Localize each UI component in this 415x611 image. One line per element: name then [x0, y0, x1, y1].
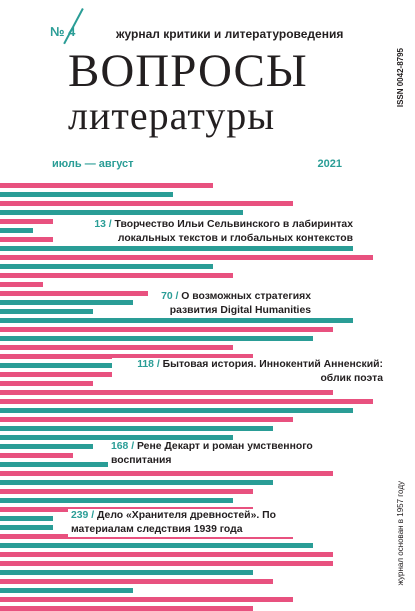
decorative-stripe — [0, 561, 333, 566]
decorative-stripe — [0, 588, 133, 593]
decorative-stripe — [0, 408, 353, 413]
article-page-number: 70 / — [161, 291, 179, 302]
decorative-stripe — [0, 381, 93, 386]
article-title: Творчество Ильи Сельвинского в лабиринта… — [114, 219, 353, 244]
decorative-stripe — [0, 426, 273, 431]
journal-title-line2: литературы — [68, 93, 276, 138]
article-entry-2: 70 / О возможных стратегиях развития Dig… — [148, 290, 314, 318]
decorative-stripe — [0, 552, 333, 557]
decorative-stripe — [0, 237, 53, 242]
decorative-stripe — [0, 471, 333, 476]
decorative-stripe — [0, 183, 213, 188]
decorative-stripe — [0, 336, 313, 341]
decorative-stripe — [0, 318, 353, 323]
article-page-number: 118 / — [137, 359, 160, 370]
decorative-stripe — [0, 570, 253, 575]
decorative-stripe — [0, 489, 253, 494]
article-entry-4: 168 / Рене Декарт и роман умственного во… — [108, 440, 364, 468]
journal-title-line1: ВОПРОСЫ — [68, 45, 308, 97]
decorative-stripe — [0, 273, 233, 278]
article-entry-1: 13 / Творчество Ильи Сельвинского в лаби… — [70, 218, 356, 246]
decorative-stripe — [0, 435, 233, 440]
decorative-stripe — [0, 300, 133, 305]
decorative-stripe — [0, 363, 113, 368]
decorative-stripe — [0, 282, 43, 287]
decorative-stripe — [0, 309, 93, 314]
article-entry-3: 118 / Бытовая история. Иннокентий Анненс… — [112, 358, 386, 386]
article-page-number: 13 / — [94, 219, 112, 230]
decorative-stripe — [0, 516, 53, 521]
decorative-stripe — [0, 480, 273, 485]
decorative-stripe — [0, 579, 273, 584]
decorative-stripe — [0, 201, 293, 206]
decorative-stripe — [0, 399, 373, 404]
decorative-stripe — [0, 444, 93, 449]
decorative-stripe — [0, 543, 313, 548]
decorative-stripe — [0, 372, 153, 377]
founded-note: журнал основан в 1957 году — [396, 480, 405, 585]
article-title: О возможных стратегиях развития Digital … — [169, 291, 311, 316]
decorative-stripe — [0, 219, 53, 224]
decorative-stripe — [0, 606, 253, 611]
decorative-stripe — [0, 498, 233, 503]
decorative-stripe — [0, 597, 293, 602]
decorative-stripe — [0, 210, 243, 215]
issn-code: ISSN 0042-8795 — [396, 48, 405, 108]
article-entry-5: 239 / Дело «Хранителя древностей». По ма… — [68, 509, 314, 537]
decorative-stripe — [0, 390, 333, 395]
decorative-stripe — [0, 345, 233, 350]
decorative-stripe — [0, 192, 173, 197]
decorative-stripe — [0, 354, 253, 359]
article-title: Дело «Хранителя древностей». По материал… — [71, 510, 276, 535]
decorative-stripe — [0, 246, 353, 251]
decorative-stripe — [0, 228, 33, 233]
article-page-number: 168 / — [111, 441, 135, 452]
issue-period: июль — август — [52, 158, 134, 170]
journal-subtitle: журнал критики и литературоведения — [116, 27, 344, 41]
decorative-stripe — [0, 255, 373, 260]
issue-year: 2021 — [317, 158, 342, 170]
article-page-number: 239 / — [71, 510, 95, 521]
decorative-stripe — [0, 525, 53, 530]
decorative-stripe — [0, 264, 213, 269]
decorative-stripe — [0, 417, 293, 422]
decorative-stripe — [0, 327, 333, 332]
article-title: Бытовая история. Иннокентий Анненский: о… — [162, 359, 383, 384]
decorative-stripe — [0, 453, 73, 458]
article-title: Рене Декарт и роман умственного воспитан… — [111, 441, 313, 466]
decorative-stripe — [0, 291, 153, 296]
